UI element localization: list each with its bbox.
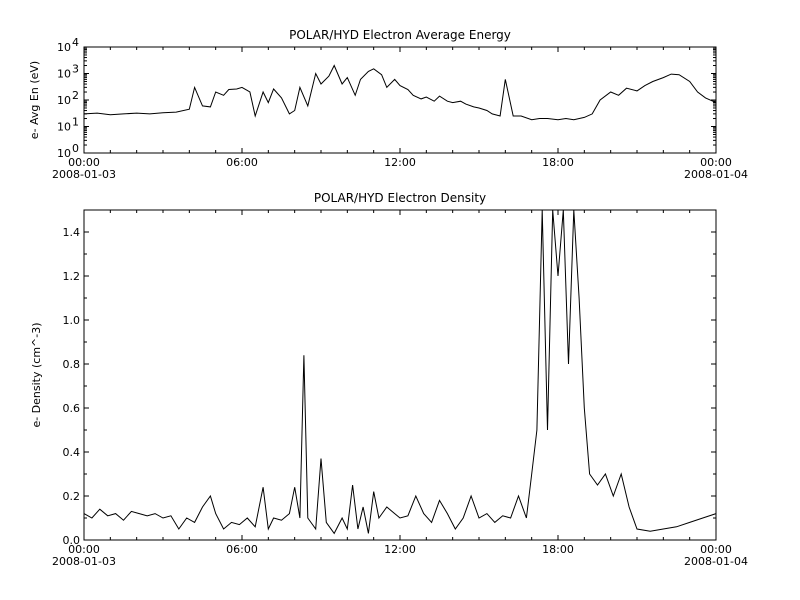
density-y-tick-label: 1.0: [63, 314, 81, 327]
energy-x-tick-date: 2008-01-04: [684, 168, 748, 181]
density-series-group: [83, 209, 717, 535]
density-x-tick-date: 2008-01-03: [52, 555, 116, 568]
density-x-tick-label: 00:00: [700, 543, 732, 556]
energy-y-tick-exponent: 0: [72, 142, 79, 155]
energy-x-tick-date: 2008-01-03: [52, 168, 116, 181]
density-y-tick-label: 0.4: [63, 446, 81, 459]
energy-y-tick-label: 10: [57, 147, 71, 160]
energy-y-tick-label: 10: [57, 121, 71, 134]
energy-x-tick-label: 00:00: [700, 156, 732, 169]
energy-panel-title: POLAR/HYD Electron Average Energy: [289, 28, 511, 42]
energy-series-line: [83, 64, 717, 121]
energy-y-tick-exponent: 2: [72, 89, 79, 102]
density-y-tick-label: 0.8: [63, 358, 81, 371]
density-y-tick-label: 0.0: [63, 534, 81, 547]
density-y-tick-label: 1.2: [63, 270, 81, 283]
energy-y-tick-exponent: 3: [72, 63, 79, 76]
density-y-axis-label: e- Density (cm^-3): [30, 322, 43, 427]
energy-x-tick-label: 00:00: [68, 156, 100, 169]
density-panel-title: POLAR/HYD Electron Density: [314, 191, 486, 205]
energy-x-tick-label: 06:00: [226, 156, 258, 169]
energy-series-group: [83, 64, 717, 121]
density-y-tick-label: 0.2: [63, 490, 81, 503]
energy-panel: POLAR/HYD Electron Average Energy e- Avg…: [28, 28, 748, 181]
density-x-tick-label: 06:00: [226, 543, 258, 556]
energy-x-tick-label: 18:00: [542, 156, 574, 169]
energy-y-tick-exponent: 1: [72, 116, 79, 129]
density-x-tick-label: 00:00: [68, 543, 100, 556]
density-x-tick-label: 12:00: [384, 543, 416, 556]
energy-y-axis-label: e- Avg En (eV): [28, 61, 41, 139]
energy-y-tick-label: 10: [57, 41, 71, 54]
energy-x-tick-label: 12:00: [384, 156, 416, 169]
density-panel: POLAR/HYD Electron Density e- Density (c…: [30, 191, 748, 568]
density-y-tick-label: 0.6: [63, 402, 81, 415]
density-x-tick-label: 18:00: [542, 543, 574, 556]
energy-y-tick-exponent: 4: [72, 36, 79, 49]
density-x-tick-date: 2008-01-04: [684, 555, 748, 568]
density-y-tick-label: 1.4: [63, 226, 81, 239]
energy-y-tick-label: 10: [57, 94, 71, 107]
energy-y-tick-label: 10: [57, 68, 71, 81]
density-series-line: [83, 209, 717, 535]
